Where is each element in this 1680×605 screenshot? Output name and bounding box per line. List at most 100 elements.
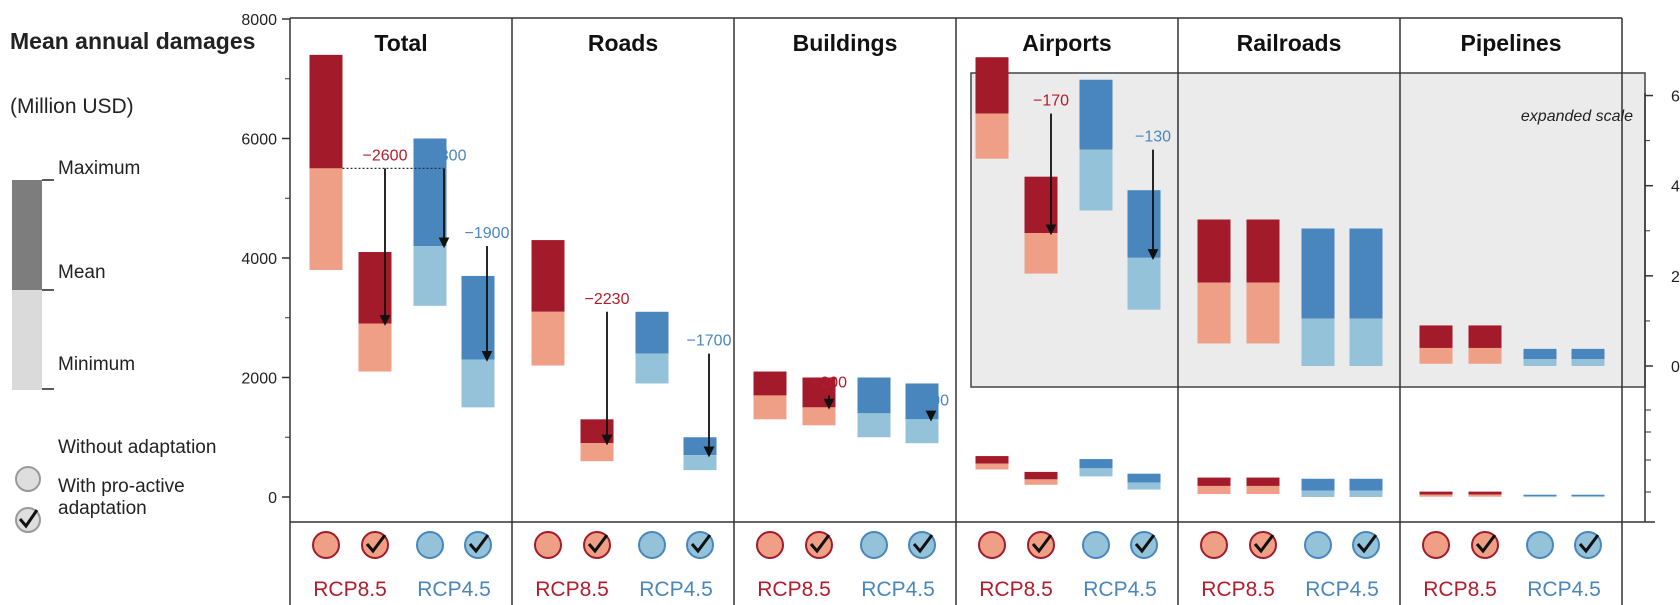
checkmark-icon: [912, 534, 934, 554]
bar-upper-main: [1523, 494, 1557, 497]
bar-lower-main: [635, 353, 669, 384]
bar-upper-main: [975, 456, 1009, 464]
panel-title-buildings: Buildings: [793, 30, 898, 56]
reduction-label: −2230: [585, 291, 630, 308]
checkmark-icon: [1356, 534, 1378, 554]
bar-upper-main: [857, 377, 891, 414]
reduction-label: −2600: [363, 147, 408, 164]
bar-upper-inset: [1468, 325, 1502, 348]
bar-upper-main: [531, 240, 565, 312]
bar-upper-inset: [1301, 228, 1335, 319]
bar-upper-main: [1301, 478, 1335, 491]
panel-title-roads: Roads: [588, 30, 658, 56]
scenario-label-rcp45: RCP4.5: [1527, 578, 1601, 601]
bar-lower-main: [683, 455, 717, 471]
checkmark-icon: [1253, 534, 1275, 554]
checkmark-icon: [1475, 534, 1497, 554]
bar-upper-main: [580, 419, 614, 444]
without-adaptation-icon: [1526, 531, 1554, 559]
bar-lower-main: [1468, 494, 1502, 497]
without-adaptation-icon: [312, 531, 340, 559]
legend-with-label: With pro-active adaptation: [58, 476, 185, 519]
scenario-label-rcp45: RCP4.5: [639, 578, 713, 601]
legend-title: Mean annual damages: [10, 28, 256, 54]
checkmark-icon: [690, 534, 712, 554]
bar-lower-inset: [1523, 359, 1557, 366]
bar-upper-main: [683, 437, 717, 456]
panel-title-airports: Airports: [1022, 30, 1111, 56]
bar-upper-inset: [1197, 219, 1231, 283]
without-adaptation-icon: [638, 531, 666, 559]
bar-lower-main: [802, 407, 836, 426]
bar-upper-inset: [1523, 348, 1557, 360]
bar-lower-inset: [1127, 257, 1161, 310]
without-adaptation-icon: [756, 531, 784, 559]
reduction-label: −170: [1033, 93, 1069, 110]
checkmark-icon: [809, 534, 831, 554]
bar-lower-main: [1197, 485, 1231, 495]
bar-lower-main: [358, 323, 392, 372]
without-adaptation-icon: [1082, 531, 1110, 559]
y-tick-label-right: 600: [1671, 89, 1680, 106]
checkmark-icon: [1578, 534, 1600, 554]
scenario-label-rcp45: RCP4.5: [1083, 578, 1157, 601]
without-adaptation-icon: [1200, 531, 1228, 559]
bar-lower-main: [309, 168, 343, 270]
bar-lower-inset: [1349, 318, 1383, 366]
without-adaptation-icon: [1304, 531, 1332, 559]
reduction-label: −1700: [687, 333, 732, 350]
legend-checkmark-icon: [18, 509, 39, 529]
legend-unit: (Million USD): [10, 95, 134, 118]
bar-upper-main: [309, 54, 343, 169]
bar-lower-main: [1079, 468, 1113, 477]
bar-upper-main: [1349, 478, 1383, 491]
scenario-label-rcp85: RCP8.5: [1423, 578, 1497, 601]
without-adaptation-icon: [534, 531, 562, 559]
legend-min-label: Minimum: [58, 354, 136, 375]
checkmark-icon: [365, 534, 387, 554]
bar-lower-main: [580, 443, 614, 462]
legend-swatch-upper: [12, 180, 42, 290]
bar-upper-inset: [975, 57, 1009, 114]
panel-title-pipelines: Pipelines: [1461, 30, 1562, 56]
bar-upper-main: [461, 275, 495, 360]
bar-upper-inset: [1419, 325, 1453, 348]
legend-without-label: Without adaptation: [58, 437, 217, 458]
bar-upper-main: [1197, 477, 1231, 486]
y-tick-label-left: 8000: [241, 12, 277, 29]
y-tick-label-left: 4000: [241, 251, 277, 268]
bar-lower-main: [1419, 494, 1453, 497]
legend-without-icon: [15, 466, 41, 492]
scenario-label-rcp85: RCP8.5: [313, 578, 387, 601]
without-adaptation-icon: [416, 531, 444, 559]
scenario-label-rcp45: RCP4.5: [861, 578, 935, 601]
bar-upper-main: [1079, 459, 1113, 469]
bar-upper-inset: [1127, 190, 1161, 258]
y-tick-label-right: 0: [1671, 359, 1680, 376]
y-tick-label-left: 2000: [241, 371, 277, 388]
bar-lower-inset: [1468, 347, 1502, 364]
bar-upper-main: [1246, 477, 1280, 486]
bar-upper-main: [358, 252, 392, 324]
bar-lower-main: [1127, 482, 1161, 490]
checkmark-icon: [1134, 534, 1156, 554]
bar-upper-inset: [1246, 219, 1280, 283]
bar-lower-inset: [1419, 347, 1453, 364]
checkmark-icon: [1031, 534, 1053, 554]
scenario-label-rcp85: RCP8.5: [979, 578, 1053, 601]
bar-lower-inset: [1197, 282, 1231, 344]
bar-upper-inset: [1079, 79, 1113, 150]
reduction-label: −200: [811, 374, 847, 391]
bar-lower-inset: [1301, 318, 1335, 366]
bar-upper-main: [1127, 473, 1161, 483]
reduction-label: −1300: [422, 147, 467, 164]
checkmark-icon: [468, 534, 490, 554]
bar-lower-main: [1301, 490, 1335, 497]
bar-lower-main: [1024, 479, 1058, 485]
scenario-label-rcp45: RCP4.5: [1305, 578, 1379, 601]
y-tick-label-left: 0: [268, 490, 277, 507]
bar-lower-main: [753, 395, 787, 420]
scenario-label-rcp85: RCP8.5: [535, 578, 609, 601]
bar-upper-inset: [1024, 176, 1058, 234]
